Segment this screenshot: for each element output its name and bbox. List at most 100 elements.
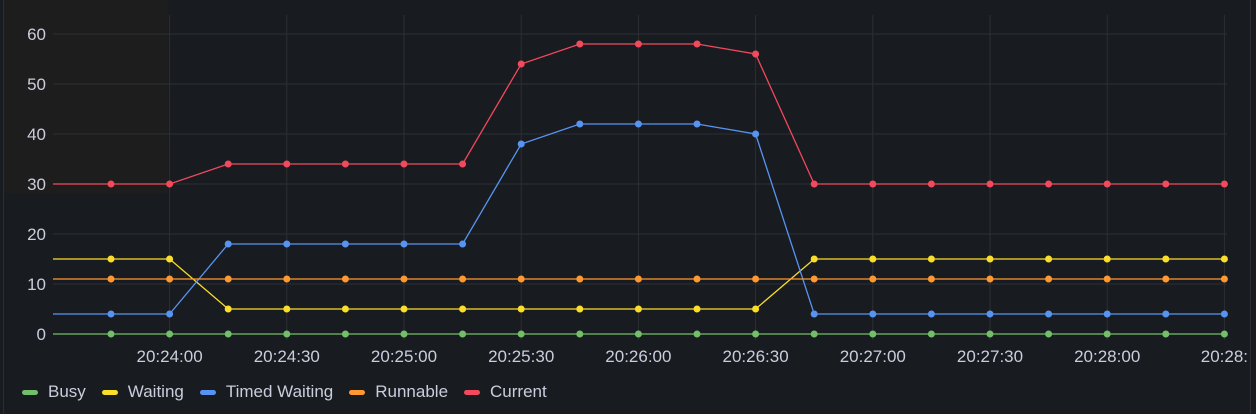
data-point[interactable] [517, 60, 525, 68]
data-point[interactable] [576, 40, 584, 48]
data-point[interactable] [693, 120, 701, 128]
data-point[interactable] [986, 255, 994, 263]
data-point[interactable] [693, 305, 701, 313]
data-point[interactable] [400, 160, 408, 168]
data-point[interactable] [107, 275, 115, 283]
data-point[interactable] [752, 330, 760, 338]
data-point[interactable] [459, 160, 467, 168]
data-point[interactable] [1103, 255, 1111, 263]
data-point[interactable] [1045, 275, 1053, 283]
data-point[interactable] [400, 240, 408, 248]
data-point[interactable] [166, 180, 174, 188]
data-point[interactable] [869, 255, 877, 263]
data-point[interactable] [400, 330, 408, 338]
data-point[interactable] [869, 275, 877, 283]
data-point[interactable] [986, 310, 994, 318]
data-point[interactable] [459, 240, 467, 248]
data-point[interactable] [341, 160, 349, 168]
data-point[interactable] [1045, 330, 1053, 338]
data-point[interactable] [517, 305, 525, 313]
data-point[interactable] [927, 310, 935, 318]
data-point[interactable] [634, 305, 642, 313]
data-point[interactable] [1045, 255, 1053, 263]
data-point[interactable] [224, 240, 232, 248]
data-point[interactable] [1162, 330, 1170, 338]
data-point[interactable] [283, 240, 291, 248]
data-point[interactable] [634, 120, 642, 128]
data-point[interactable] [107, 255, 115, 263]
data-point[interactable] [1103, 180, 1111, 188]
data-point[interactable] [224, 305, 232, 313]
data-point[interactable] [107, 310, 115, 318]
legend-item-busy[interactable]: Busy [22, 382, 86, 402]
data-point[interactable] [927, 180, 935, 188]
data-point[interactable] [166, 310, 174, 318]
data-point[interactable] [810, 275, 818, 283]
data-point[interactable] [107, 330, 115, 338]
data-point[interactable] [634, 330, 642, 338]
data-point[interactable] [1220, 255, 1228, 263]
data-point[interactable] [986, 330, 994, 338]
legend-item-waiting[interactable]: Waiting [101, 382, 184, 402]
data-point[interactable] [810, 180, 818, 188]
data-point[interactable] [986, 275, 994, 283]
data-point[interactable] [810, 255, 818, 263]
data-point[interactable] [459, 330, 467, 338]
data-point[interactable] [459, 275, 467, 283]
data-point[interactable] [1045, 310, 1053, 318]
data-point[interactable] [576, 275, 584, 283]
legend-item-current[interactable]: Current [464, 382, 547, 402]
data-point[interactable] [1220, 180, 1228, 188]
data-point[interactable] [400, 275, 408, 283]
data-point[interactable] [752, 275, 760, 283]
data-point[interactable] [576, 305, 584, 313]
data-point[interactable] [400, 305, 408, 313]
data-point[interactable] [1162, 255, 1170, 263]
data-point[interactable] [1162, 310, 1170, 318]
data-point[interactable] [927, 275, 935, 283]
data-point[interactable] [283, 330, 291, 338]
data-point[interactable] [341, 240, 349, 248]
data-point[interactable] [1162, 180, 1170, 188]
data-point[interactable] [752, 305, 760, 313]
legend-item-runnable[interactable]: Runnable [349, 382, 448, 402]
data-point[interactable] [752, 50, 760, 58]
data-point[interactable] [634, 40, 642, 48]
data-point[interactable] [810, 310, 818, 318]
data-point[interactable] [1103, 275, 1111, 283]
data-point[interactable] [341, 330, 349, 338]
data-point[interactable] [693, 40, 701, 48]
data-point[interactable] [927, 330, 935, 338]
data-point[interactable] [283, 160, 291, 168]
legend-item-timed-waiting[interactable]: Timed Waiting [199, 382, 333, 402]
data-point[interactable] [224, 330, 232, 338]
data-point[interactable] [1220, 330, 1228, 338]
data-point[interactable] [810, 330, 818, 338]
data-point[interactable] [459, 305, 467, 313]
data-point[interactable] [576, 330, 584, 338]
data-point[interactable] [224, 160, 232, 168]
data-point[interactable] [752, 130, 760, 138]
data-point[interactable] [166, 330, 174, 338]
data-point[interactable] [869, 180, 877, 188]
data-point[interactable] [166, 255, 174, 263]
data-point[interactable] [1220, 310, 1228, 318]
data-point[interactable] [1162, 275, 1170, 283]
data-point[interactable] [341, 275, 349, 283]
data-point[interactable] [1045, 180, 1053, 188]
data-point[interactable] [517, 275, 525, 283]
data-point[interactable] [166, 275, 174, 283]
data-point[interactable] [693, 330, 701, 338]
data-point[interactable] [517, 140, 525, 148]
data-point[interactable] [283, 305, 291, 313]
data-point[interactable] [986, 180, 994, 188]
data-point[interactable] [107, 180, 115, 188]
data-point[interactable] [634, 275, 642, 283]
data-point[interactable] [1103, 310, 1111, 318]
data-point[interactable] [517, 330, 525, 338]
data-point[interactable] [1220, 275, 1228, 283]
data-point[interactable] [693, 275, 701, 283]
data-point[interactable] [283, 275, 291, 283]
data-point[interactable] [927, 255, 935, 263]
